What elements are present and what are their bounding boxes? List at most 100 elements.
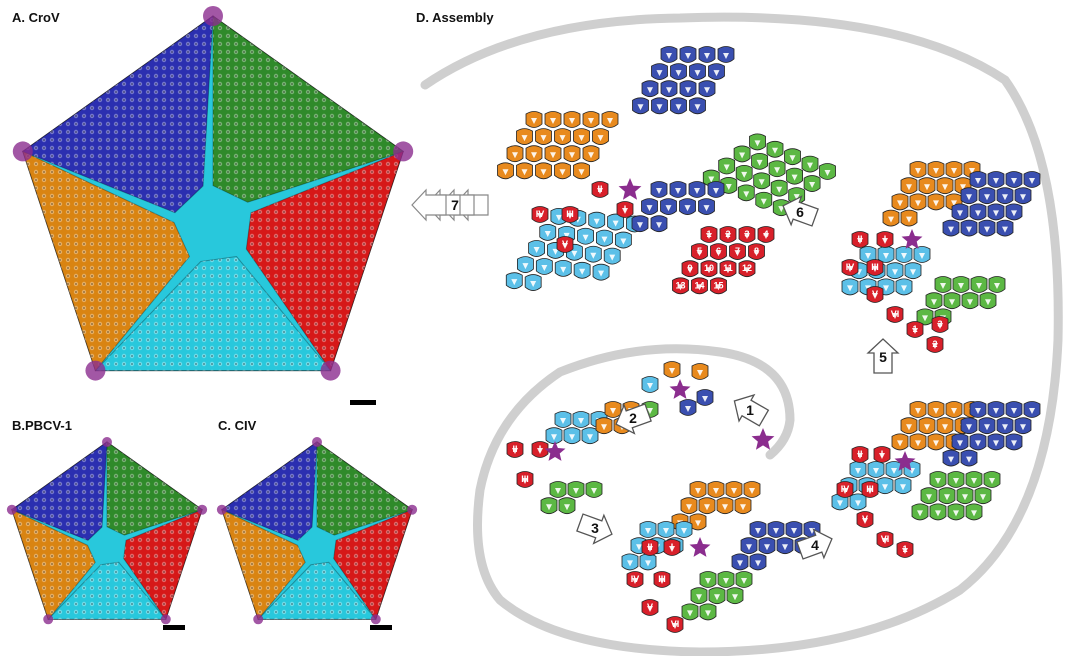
capsomer-label: III	[871, 262, 879, 272]
capsomer-notch	[837, 500, 843, 507]
capsomer-notch	[578, 169, 585, 176]
capsid-vertex	[320, 360, 341, 381]
capsomer	[595, 417, 613, 435]
capsid-vertex	[12, 141, 33, 162]
capsomer-notch	[656, 104, 663, 111]
capsomer-notch	[969, 168, 975, 174]
capsomer-notch	[980, 494, 986, 501]
capsomer-notch	[807, 162, 814, 169]
capsomer-notch	[597, 188, 603, 194]
step-arrow: 6	[782, 195, 819, 227]
capsomer-notch	[937, 323, 943, 329]
capsomer	[582, 111, 600, 128]
capsid-facet-texture	[317, 442, 413, 536]
capsomer: VI	[886, 306, 904, 323]
capsomer	[614, 231, 632, 249]
capsomer-notch	[865, 253, 871, 259]
capsomer-notch	[774, 167, 781, 174]
capsomer-notch	[537, 448, 543, 454]
capsomer-notch	[646, 205, 653, 212]
capsomer-notch	[696, 594, 702, 601]
capsomer	[965, 503, 983, 521]
capsomer	[604, 401, 622, 418]
capsomer: IV	[841, 259, 859, 276]
capsomer-notch	[696, 284, 703, 291]
capsomer	[969, 171, 987, 188]
capsomer	[660, 80, 678, 98]
capsomer	[960, 417, 978, 435]
step-number: 3	[591, 520, 599, 536]
crov-capsid	[12, 6, 414, 381]
capsomer	[1023, 401, 1041, 418]
capsomer	[535, 258, 553, 275]
capsomer-notch	[607, 118, 613, 124]
capsomer	[891, 193, 909, 211]
capsomer	[886, 262, 904, 280]
capsomer-notch	[906, 184, 912, 191]
capsomer-notch	[942, 424, 948, 431]
capsomer-notch	[582, 234, 589, 241]
capsomer	[770, 179, 788, 197]
capsomer-notch	[672, 623, 678, 629]
capsomer-notch	[731, 488, 737, 494]
capsomer-notch	[948, 456, 954, 463]
civ-capsid	[216, 437, 418, 625]
capsid-facet-texture	[333, 509, 413, 620]
capsomer	[894, 477, 912, 495]
capsomer	[707, 481, 725, 498]
capsomer: VI	[876, 531, 894, 548]
capsomer	[983, 471, 1001, 488]
capsomer-notch	[703, 205, 710, 212]
capsomer-notch	[993, 178, 999, 184]
capsomer-notch	[966, 456, 972, 463]
capsomer-notch	[601, 424, 607, 431]
capsomer	[718, 157, 736, 175]
capsomer	[563, 427, 581, 445]
capsomer	[506, 145, 524, 163]
capsomer	[585, 481, 603, 498]
step-arrow: 1	[733, 393, 770, 427]
capsid-facet-texture	[221, 509, 306, 620]
capsomer-notch	[694, 70, 701, 77]
capsomer	[733, 145, 751, 163]
capsomer-notch	[723, 578, 729, 584]
pentamer-star	[901, 229, 923, 249]
capsomer	[708, 587, 726, 605]
capsomer-notch	[569, 434, 575, 441]
capsomer-notch	[915, 200, 921, 207]
capsid-vertex	[43, 614, 54, 625]
capsomer-notch	[857, 453, 863, 459]
capsomer-notch	[669, 546, 675, 552]
capsomer-notch	[511, 279, 518, 286]
capsomer	[927, 193, 945, 211]
capsomer-label: VI	[891, 309, 900, 319]
capsomer	[960, 187, 978, 205]
capsomer: 2	[926, 336, 944, 353]
capsomer-notch	[522, 478, 528, 484]
pbcv1-capsid	[6, 437, 208, 625]
capsomer-notch	[522, 263, 529, 270]
capsomer-notch	[879, 453, 885, 459]
capsomer	[528, 240, 545, 257]
capsomer	[1005, 433, 1023, 451]
capsomer	[735, 571, 753, 588]
capsomer-notch	[944, 494, 950, 501]
capsid-vertex	[216, 504, 227, 515]
capsomer-label: 3	[937, 319, 942, 329]
capsomer	[651, 63, 668, 80]
capsomer-notch	[773, 528, 779, 534]
capsomer	[584, 245, 602, 263]
capsomer	[947, 471, 965, 488]
capsomer	[516, 162, 533, 180]
membrane-outline	[420, 12, 1063, 656]
capsomer-notch	[647, 383, 653, 389]
capsomer-notch	[567, 213, 573, 219]
capsomer	[743, 481, 761, 498]
capsomer	[601, 111, 619, 128]
capsomer-notch	[910, 269, 916, 276]
capsomer-notch	[540, 135, 547, 142]
capsomer-notch	[687, 610, 693, 617]
capsomer: V	[856, 511, 874, 528]
capsomer-notch	[502, 169, 509, 176]
capsomer-notch	[755, 528, 761, 534]
